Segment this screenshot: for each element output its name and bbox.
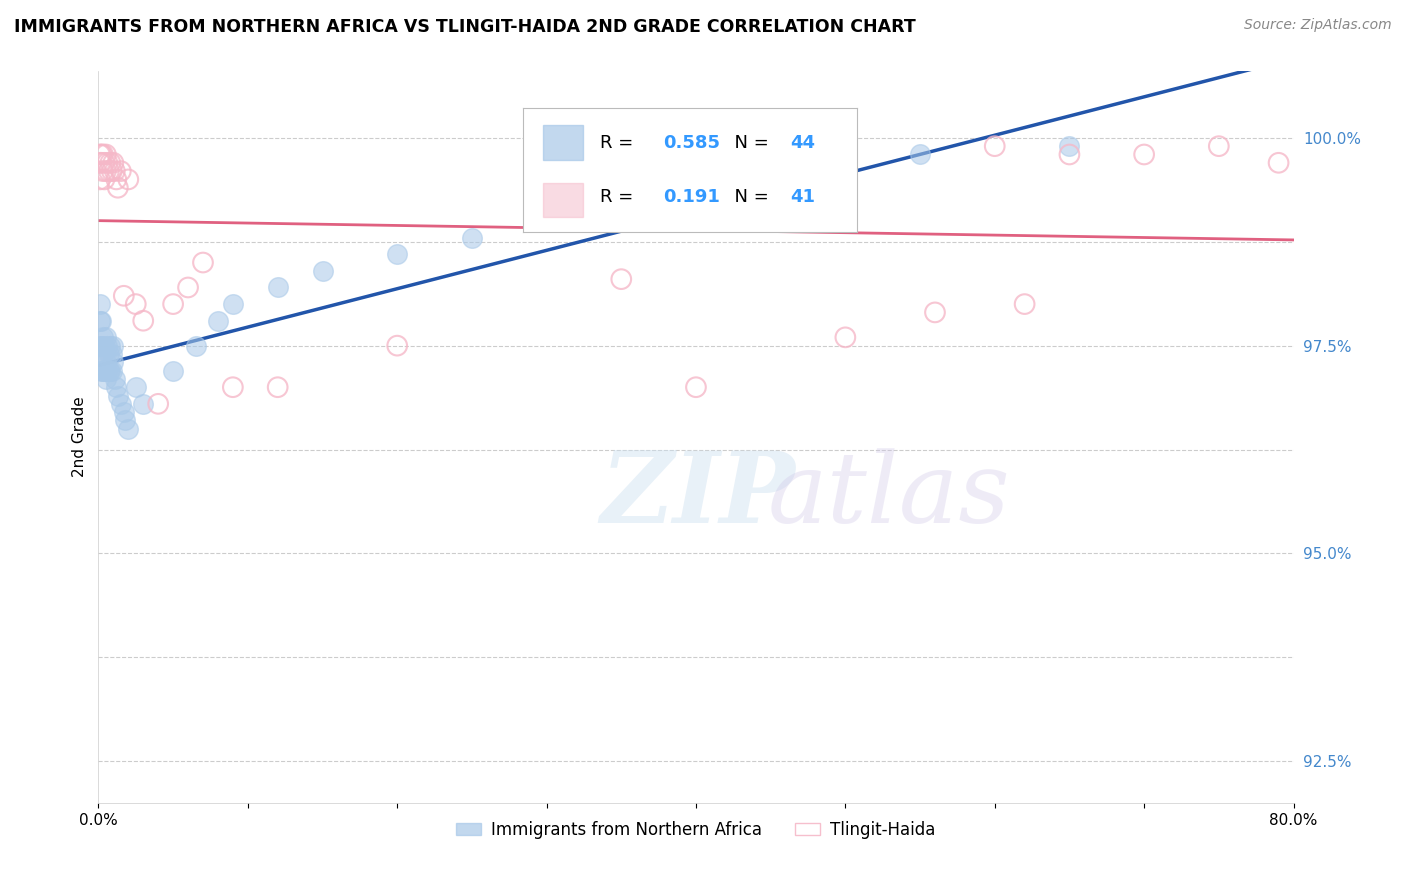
Point bbox=[97, 347, 120, 361]
Point bbox=[98, 339, 122, 353]
Point bbox=[103, 156, 125, 170]
Point bbox=[162, 297, 184, 311]
Point bbox=[162, 363, 184, 377]
Text: Source: ZipAtlas.com: Source: ZipAtlas.com bbox=[1244, 18, 1392, 32]
Point bbox=[94, 372, 117, 386]
Point bbox=[110, 164, 132, 178]
Point bbox=[132, 314, 155, 328]
Point bbox=[98, 363, 122, 377]
Point bbox=[148, 397, 170, 411]
Point bbox=[91, 330, 114, 344]
Text: IMMIGRANTS FROM NORTHERN AFRICA VS TLINGIT-HAIDA 2ND GRADE CORRELATION CHART: IMMIGRANTS FROM NORTHERN AFRICA VS TLING… bbox=[14, 18, 915, 36]
Text: ZIP: ZIP bbox=[600, 448, 796, 544]
Point bbox=[93, 156, 115, 170]
Point bbox=[107, 180, 129, 194]
Point bbox=[385, 247, 409, 261]
Point bbox=[1059, 147, 1081, 161]
Point bbox=[385, 339, 409, 353]
Point bbox=[91, 164, 114, 178]
Point bbox=[104, 372, 127, 386]
Point bbox=[1267, 156, 1289, 170]
Point bbox=[177, 280, 200, 294]
Point bbox=[90, 156, 112, 170]
Point bbox=[112, 405, 135, 419]
Point bbox=[96, 363, 118, 377]
Point bbox=[98, 156, 122, 170]
Point bbox=[222, 380, 245, 394]
Point bbox=[105, 380, 128, 394]
Point bbox=[96, 156, 118, 170]
Point bbox=[90, 314, 112, 328]
Point bbox=[94, 164, 117, 178]
Point bbox=[461, 230, 484, 244]
Point bbox=[101, 347, 124, 361]
Point bbox=[685, 380, 707, 394]
Point bbox=[91, 147, 114, 161]
Point bbox=[89, 314, 111, 328]
Point bbox=[112, 289, 135, 303]
Point bbox=[267, 380, 290, 394]
Point bbox=[89, 172, 111, 186]
Point bbox=[101, 363, 124, 377]
Point bbox=[94, 355, 117, 369]
Point bbox=[924, 305, 946, 319]
Point bbox=[97, 164, 120, 178]
Point bbox=[110, 397, 132, 411]
Point bbox=[94, 330, 117, 344]
Point bbox=[132, 397, 155, 411]
Point bbox=[89, 339, 111, 353]
Point bbox=[93, 363, 115, 377]
Point bbox=[1014, 297, 1036, 311]
Point bbox=[89, 156, 111, 170]
Point bbox=[104, 164, 127, 178]
Point bbox=[91, 363, 114, 377]
Point bbox=[91, 347, 114, 361]
Point bbox=[89, 147, 111, 161]
Point bbox=[207, 314, 229, 328]
Point bbox=[222, 297, 245, 311]
Point bbox=[90, 363, 112, 377]
Point bbox=[107, 388, 129, 402]
Point bbox=[908, 147, 931, 161]
Point bbox=[97, 363, 120, 377]
Point bbox=[1133, 147, 1156, 161]
Point bbox=[125, 297, 148, 311]
Point bbox=[311, 264, 333, 278]
Point bbox=[117, 172, 139, 186]
Point bbox=[101, 164, 124, 178]
Point bbox=[1208, 139, 1230, 153]
Point bbox=[834, 330, 856, 344]
Point bbox=[1059, 139, 1081, 153]
Point bbox=[103, 339, 125, 353]
Point bbox=[93, 172, 115, 186]
Point bbox=[105, 172, 128, 186]
Point bbox=[94, 147, 117, 161]
Point bbox=[610, 272, 633, 286]
Point bbox=[125, 380, 148, 394]
Point bbox=[117, 422, 139, 436]
Y-axis label: 2nd Grade: 2nd Grade bbox=[72, 397, 87, 477]
Text: atlas: atlas bbox=[768, 448, 1011, 543]
Point bbox=[114, 413, 136, 427]
Point bbox=[90, 147, 112, 161]
Point bbox=[96, 339, 118, 353]
Point bbox=[184, 339, 207, 353]
Point bbox=[267, 280, 290, 294]
Point bbox=[103, 355, 125, 369]
Point bbox=[89, 297, 111, 311]
Point bbox=[90, 339, 112, 353]
Point bbox=[984, 139, 1007, 153]
Legend: Immigrants from Northern Africa, Tlingit-Haida: Immigrants from Northern Africa, Tlingit… bbox=[450, 814, 942, 846]
Point bbox=[191, 255, 214, 269]
Point bbox=[89, 355, 111, 369]
Point bbox=[93, 339, 115, 353]
